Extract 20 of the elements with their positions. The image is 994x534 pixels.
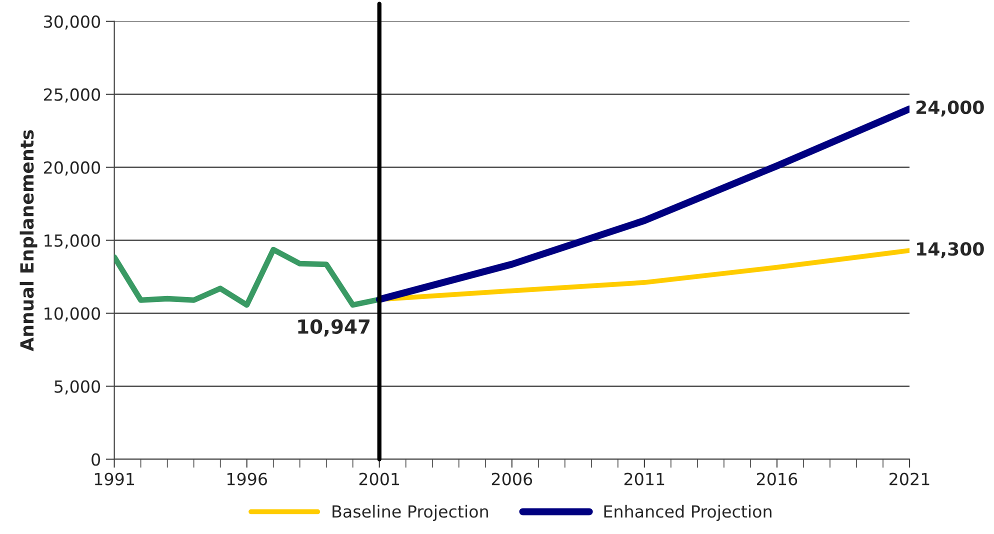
x-tick-label: 2016 [756, 472, 798, 486]
y-tick-label: 25,000 [44, 88, 100, 103]
y-tick-label: 5,000 [54, 380, 100, 395]
x-tick-label: 1991 [94, 472, 134, 486]
data-label: 24,000 [916, 100, 984, 116]
legend-label: Enhanced Projection [604, 504, 772, 522]
x-tick-label: 2011 [624, 472, 664, 486]
x-tick-label: 2006 [492, 472, 532, 486]
legend-label: Baseline Projection [332, 504, 488, 522]
y-axis-title: Annual Enplanements [20, 130, 38, 352]
x-tick-label: 1996 [227, 472, 267, 486]
y-tick-label: 15,000 [44, 234, 100, 249]
data-label: 10,947 [298, 319, 370, 336]
data-label: 14,300 [917, 242, 984, 258]
y-tick-label: 20,000 [44, 161, 100, 176]
y-tick-label: 10,000 [44, 307, 100, 322]
x-tick-label: 2021 [890, 472, 930, 486]
y-tick-label: 0 [92, 453, 100, 466]
x-tick-label: 2001 [359, 472, 400, 486]
y-tick-label: 30,000 [44, 15, 100, 30]
